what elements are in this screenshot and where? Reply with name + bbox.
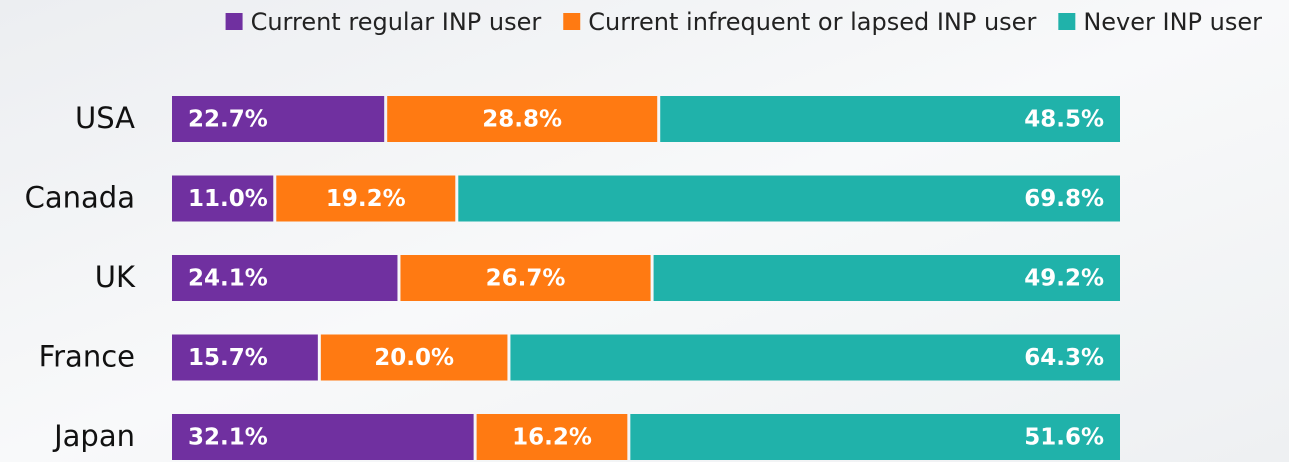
bar-segment [510,334,1120,381]
category-label: UK [95,260,136,294]
legend-swatch [563,13,581,30]
value-label: 22.7% [188,107,268,133]
legend-swatch [1058,13,1076,30]
legend: Current regular INP user Current infreque… [225,8,1262,36]
value-label: 64.3% [1024,345,1104,371]
value-label: 28.8% [482,107,562,133]
legend-swatch [225,13,243,30]
legend-label: Current infrequent or lapsed INP user [588,8,1036,36]
bar-segment [172,175,274,222]
bar-segment [400,255,651,301]
plot: USA 22.7% 28.8% 48.5% Canada 11.0% 19.2% 69.8% U… [25,96,1120,460]
bar-segment [660,96,1120,142]
category-label: Japan [52,419,135,453]
value-label: 19.2% [326,186,406,212]
value-label: 48.5% [1024,107,1104,133]
bar-segment [630,414,1120,460]
legend-label: Current regular INP user [251,8,542,36]
value-label: 26.7% [486,266,566,292]
legend-label: Never INP user [1083,8,1262,36]
value-label: 24.1% [188,266,268,292]
bar-segment [387,96,658,142]
bar-segment [172,414,474,460]
value-label: 11.0% [188,186,268,212]
bar-segment [276,175,456,222]
bar-segment [653,255,1120,301]
bar-segment [172,96,385,142]
bar-segment [476,414,628,460]
bar-segment [458,175,1120,222]
category-label: Canada [25,181,135,215]
bar-segment [320,334,508,381]
value-label: 51.6% [1024,425,1104,451]
value-label: 32.1% [188,425,268,451]
bar-segment [172,255,398,301]
value-label: 20.0% [374,345,454,371]
value-label: 69.8% [1024,186,1104,212]
value-label: 15.7% [188,345,268,371]
bar-segment [172,334,318,381]
value-label: 49.2% [1024,266,1104,292]
category-label: France [39,340,135,374]
category-label: USA [75,101,135,135]
value-label: 16.2% [512,425,592,451]
